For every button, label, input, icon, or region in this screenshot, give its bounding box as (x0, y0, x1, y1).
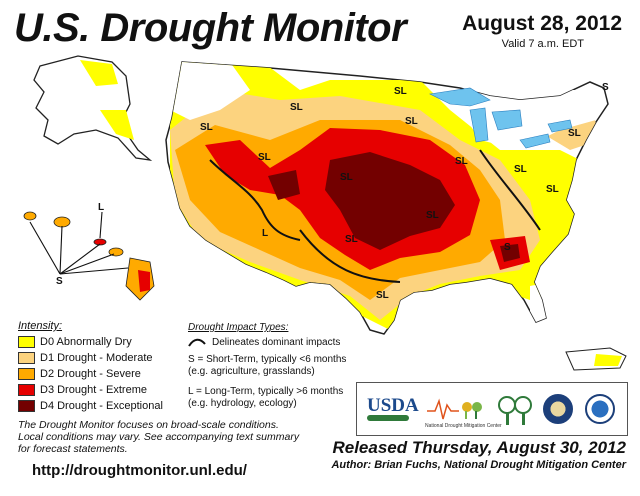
no-drought-fl (530, 280, 560, 330)
label-sl-id: SL (258, 152, 271, 163)
impact-boundary-east (479, 149, 541, 231)
label-sl-pa: SL (546, 184, 559, 195)
label-sl-wi: SL (405, 116, 418, 127)
note-line-1: The Drought Monitor focuses on broad-sca… (18, 419, 279, 431)
impact-boundary-plains (299, 229, 401, 283)
doc-seal-icon (543, 394, 573, 424)
swatch-d3 (18, 384, 35, 396)
label-s-ga: S (504, 242, 511, 253)
swatch-d0 (18, 336, 35, 348)
puerto-rico-map (565, 347, 627, 371)
ndmc-logo-icon (427, 398, 482, 420)
d4-region-ga (500, 244, 520, 262)
hawaii-map (23, 211, 155, 301)
release-date: Released Thursday, August 30, 2012 (332, 438, 626, 457)
delineates-text: Delineates dominant impacts (212, 337, 341, 348)
d4-region (325, 152, 455, 250)
swatch-d2 (18, 368, 35, 380)
impact-boundary-west (209, 159, 301, 241)
swatch-d4 (18, 400, 35, 412)
map-title: U.S. Drought Monitor (14, 6, 407, 50)
legend-label-d3: D3 Drought - Extreme (40, 384, 147, 396)
label-s-hi: S (56, 276, 63, 287)
usda-wave-icon (367, 415, 409, 421)
usda-logo: USDA (367, 395, 419, 416)
great-lakes (429, 87, 573, 149)
label-sl-nv: SL (200, 122, 213, 133)
label-s-me: S (602, 82, 609, 93)
impact-types-legend: Drought Impact Types: Delineates dominan… (188, 322, 363, 418)
alaska-map (33, 55, 153, 161)
label-sl-tx: SL (376, 290, 389, 301)
label-l-az: L (262, 228, 268, 239)
label-sl-oh: SL (514, 164, 527, 175)
alaska-d0-south (100, 110, 134, 140)
noaa-seal-icon (585, 394, 615, 424)
legend-label-d1: D1 Drought - Moderate (40, 352, 153, 364)
legend-title: Intensity: (18, 320, 63, 332)
d4-region-co (268, 170, 300, 200)
legend-label-d0: D0 Abnormally Dry (40, 336, 132, 348)
label-sl-ia: SL (455, 156, 468, 167)
delineates-row: Delineates dominant impacts (188, 337, 363, 348)
label-sl-ks: SL (426, 210, 439, 221)
label-sl-mt: SL (290, 102, 303, 113)
short-term-example: (e.g. agriculture, grasslands) (188, 366, 315, 377)
label-sl-ne: SL (340, 172, 353, 183)
boundary-line-icon (188, 338, 206, 347)
ndmc-text: National Drought Mitigation Center (425, 423, 502, 429)
short-term-block: S = Short-Term, typically <6 months (e.g… (188, 354, 363, 378)
legend-label-d2: D2 Drought - Severe (40, 368, 141, 380)
legend-item-d1: D1 Drought - Moderate (18, 350, 186, 366)
note-line-2: Local conditions may vary. See accompany… (18, 431, 300, 443)
long-term-text: L = Long-Term, typically >6 months (188, 386, 344, 397)
label-l-hi: L (98, 202, 104, 213)
label-sl-mn: SL (394, 86, 407, 97)
author-credit: Author: Brian Fuchs, National Drought Mi… (331, 459, 626, 471)
alaska-d0 (80, 60, 118, 86)
legend-item-d4: D4 Drought - Exceptional (18, 398, 186, 414)
long-term-block: L = Long-Term, typically >6 months (e.g.… (188, 386, 363, 410)
conus-map (165, 61, 609, 335)
legend-label-d4: D4 Drought - Exceptional (40, 400, 163, 412)
disclaimer-note: The Drought Monitor focuses on broad-sca… (18, 419, 348, 455)
no-drought-nw (170, 62, 250, 120)
website-url[interactable]: http://droughtmonitor.unl.edu/ (32, 462, 247, 479)
impacts-title: Drought Impact Types: (188, 322, 289, 333)
map-date: August 28, 2012 (462, 12, 622, 35)
intensity-legend: Intensity: D0 Abnormally Dry D1 Drought … (18, 320, 186, 414)
valid-time: Valid 7 a.m. EDT (501, 38, 584, 50)
no-drought-ne (460, 90, 600, 150)
legend-item-d0: D0 Abnormally Dry (18, 334, 186, 350)
long-term-example: (e.g. hydrology, ecology) (188, 398, 297, 409)
tree-logo-icon (498, 396, 532, 425)
label-sl-ut: SL (345, 234, 358, 245)
swatch-d1 (18, 352, 35, 364)
legend-item-d3: D3 Drought - Extreme (18, 382, 186, 398)
label-sl-ny: SL (568, 128, 581, 139)
short-term-text: S = Short-Term, typically <6 months (188, 354, 347, 365)
partner-logos: USDA National Drought Mitigation Center (356, 382, 628, 436)
legend-item-d2: D2 Drought - Severe (18, 366, 186, 382)
note-line-3: for forecast statements. (18, 443, 128, 455)
